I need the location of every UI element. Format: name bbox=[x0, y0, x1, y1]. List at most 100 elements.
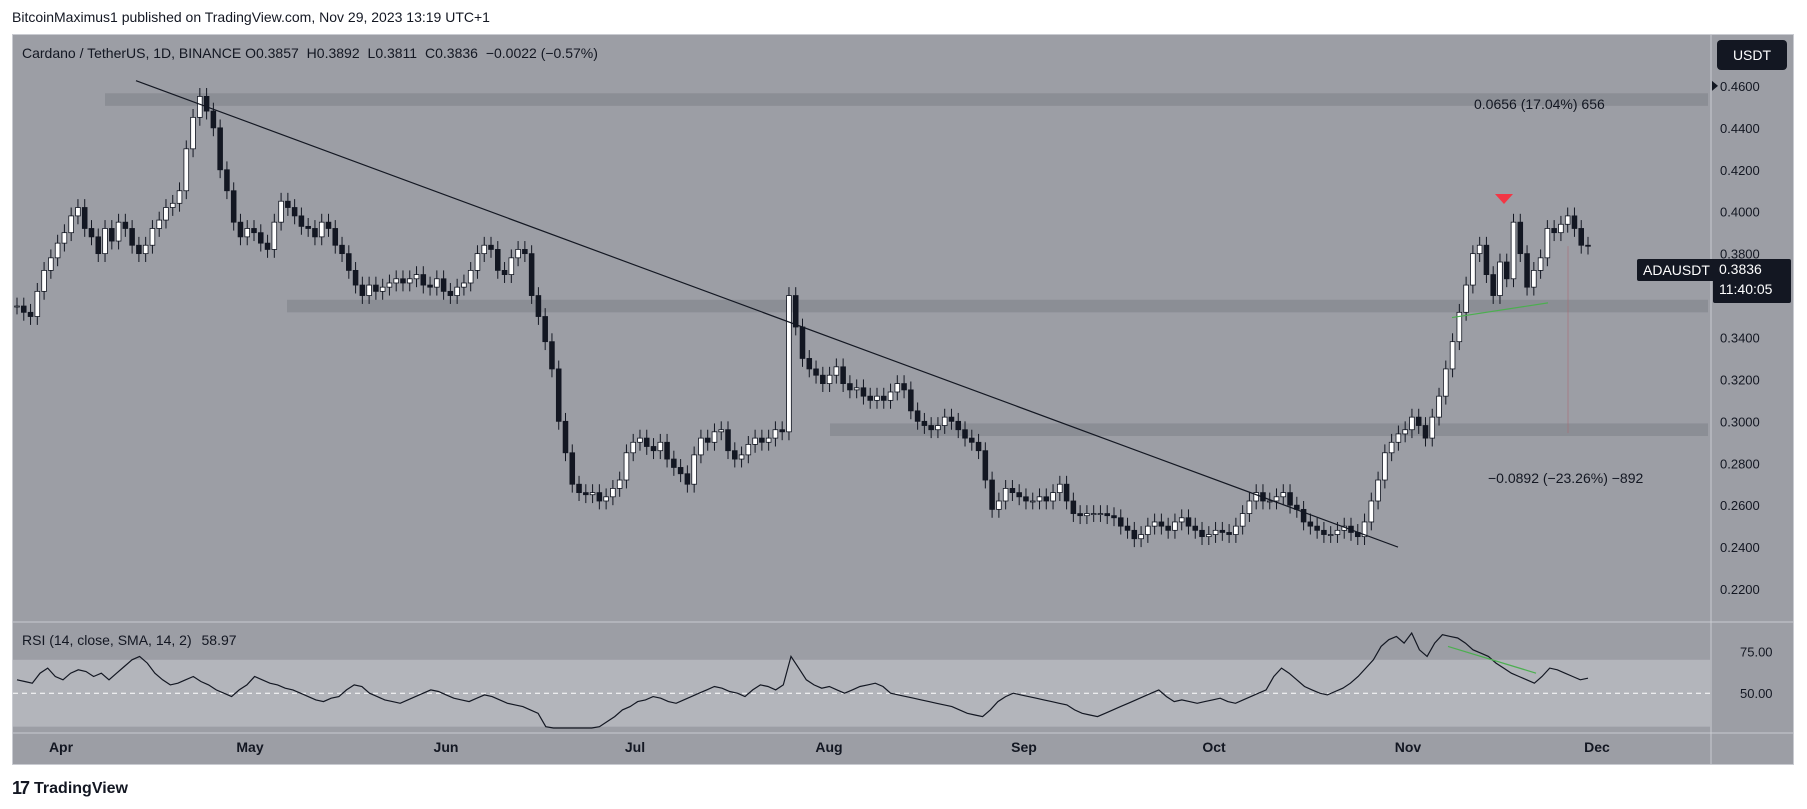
candle-down bbox=[643, 437, 650, 447]
candle-down bbox=[1571, 215, 1578, 229]
candle-down bbox=[664, 441, 670, 460]
candle-up bbox=[1456, 311, 1463, 343]
lower-measure-label: −0.0892 (−23.26%) −892 bbox=[1488, 470, 1644, 486]
candle-up bbox=[1510, 221, 1517, 280]
candle-down bbox=[81, 207, 88, 229]
candle-down bbox=[880, 395, 887, 401]
candle-up bbox=[1429, 416, 1436, 439]
candle-up bbox=[48, 257, 54, 271]
candle-up bbox=[1172, 521, 1178, 531]
candle-down bbox=[325, 221, 332, 229]
candle-down bbox=[908, 389, 914, 412]
resistance-zone bbox=[830, 423, 1708, 437]
candle-up bbox=[1375, 479, 1381, 502]
candle-down bbox=[650, 446, 657, 452]
candle-up bbox=[1084, 513, 1090, 517]
open-value: 0.3857 bbox=[255, 45, 299, 61]
candle-down bbox=[1287, 492, 1293, 506]
candle-down bbox=[1503, 261, 1510, 280]
candle-down bbox=[136, 244, 142, 255]
candle-up bbox=[610, 488, 616, 498]
candle-up bbox=[1537, 257, 1544, 271]
candle-down bbox=[1070, 500, 1077, 514]
candle-down bbox=[122, 221, 129, 229]
candle-up bbox=[1029, 500, 1036, 503]
candle-down bbox=[224, 169, 230, 192]
rsi-line bbox=[16, 631, 1589, 729]
candle-down bbox=[1578, 228, 1584, 246]
candle-down bbox=[962, 429, 968, 439]
candle-down bbox=[1063, 483, 1070, 502]
price-axis-tick: 0.3200 bbox=[1720, 372, 1760, 387]
candle-up bbox=[169, 202, 176, 208]
candle-up bbox=[1497, 261, 1503, 296]
candle-up bbox=[765, 437, 772, 443]
candle-up bbox=[623, 452, 630, 481]
candle-up bbox=[75, 207, 81, 217]
candle-down bbox=[684, 473, 691, 485]
candle-down bbox=[860, 387, 867, 397]
candle-up bbox=[197, 96, 203, 118]
candle-up bbox=[718, 429, 725, 433]
candle-down bbox=[792, 295, 799, 328]
candle-down bbox=[840, 366, 846, 384]
candle-down bbox=[820, 374, 826, 384]
price-axis-tick: 0.4400 bbox=[1720, 121, 1760, 136]
time-axis-tick: May bbox=[236, 739, 263, 755]
candle-up bbox=[1531, 269, 1537, 288]
candle-up bbox=[1395, 433, 1402, 443]
high-value: 0.3892 bbox=[316, 45, 360, 61]
candle-up bbox=[142, 244, 149, 255]
candle-up bbox=[366, 284, 372, 296]
candle-down bbox=[969, 437, 975, 443]
candle-up bbox=[1443, 368, 1449, 397]
last-price-symbol: ADAUSDT bbox=[1637, 259, 1716, 281]
candle-up bbox=[515, 249, 521, 259]
candle-down bbox=[264, 242, 271, 250]
candle-down bbox=[806, 358, 813, 370]
resistance-zone bbox=[105, 93, 1708, 106]
candle-up bbox=[1564, 215, 1571, 225]
candle-down bbox=[982, 450, 989, 481]
candle-down bbox=[914, 410, 921, 422]
candle-down bbox=[495, 249, 501, 271]
candle-up bbox=[1050, 492, 1056, 502]
candle-down bbox=[975, 441, 982, 452]
price-axis-tick: 0.2600 bbox=[1720, 498, 1760, 513]
candle-up bbox=[41, 269, 47, 292]
candle-down bbox=[535, 295, 542, 317]
low-label: L bbox=[367, 45, 376, 61]
rsi-divergence-line bbox=[1447, 645, 1537, 674]
candle-up bbox=[1145, 525, 1151, 535]
candle-down bbox=[251, 228, 257, 234]
rsi-level-label: 50.00 bbox=[1740, 686, 1773, 701]
candle-up bbox=[1138, 534, 1144, 540]
candle-down bbox=[373, 284, 379, 292]
candle-up bbox=[935, 425, 941, 431]
candle-up bbox=[657, 441, 664, 452]
tradingview-logo[interactable]: 17 TradingView bbox=[12, 778, 128, 799]
time-axis-tick: Aug bbox=[815, 739, 842, 755]
last-price-tag: 0.3836 11:40:05 bbox=[1713, 259, 1791, 303]
candle-down bbox=[258, 232, 264, 244]
candle-down bbox=[1415, 416, 1422, 426]
candle-down bbox=[95, 236, 102, 255]
candle-down bbox=[440, 278, 447, 292]
candle-up bbox=[176, 190, 183, 204]
candle-down bbox=[1483, 244, 1490, 275]
candle-down bbox=[27, 311, 34, 317]
rsi-value: 58.97 bbox=[201, 632, 237, 648]
candle-down bbox=[1199, 529, 1205, 538]
time-axis-tick: Apr bbox=[49, 739, 74, 755]
candle-down bbox=[305, 225, 311, 229]
candle-up bbox=[481, 244, 488, 255]
price-axis-tick: 0.4600 bbox=[1720, 79, 1760, 94]
currency-button[interactable]: USDT bbox=[1717, 40, 1787, 70]
candle-up bbox=[1368, 500, 1375, 523]
candle-down bbox=[1077, 513, 1083, 517]
candle-down bbox=[921, 420, 928, 426]
candle-up bbox=[1212, 529, 1219, 535]
price-axis-tick: 0.4200 bbox=[1720, 163, 1760, 178]
candle-down bbox=[1165, 525, 1171, 531]
